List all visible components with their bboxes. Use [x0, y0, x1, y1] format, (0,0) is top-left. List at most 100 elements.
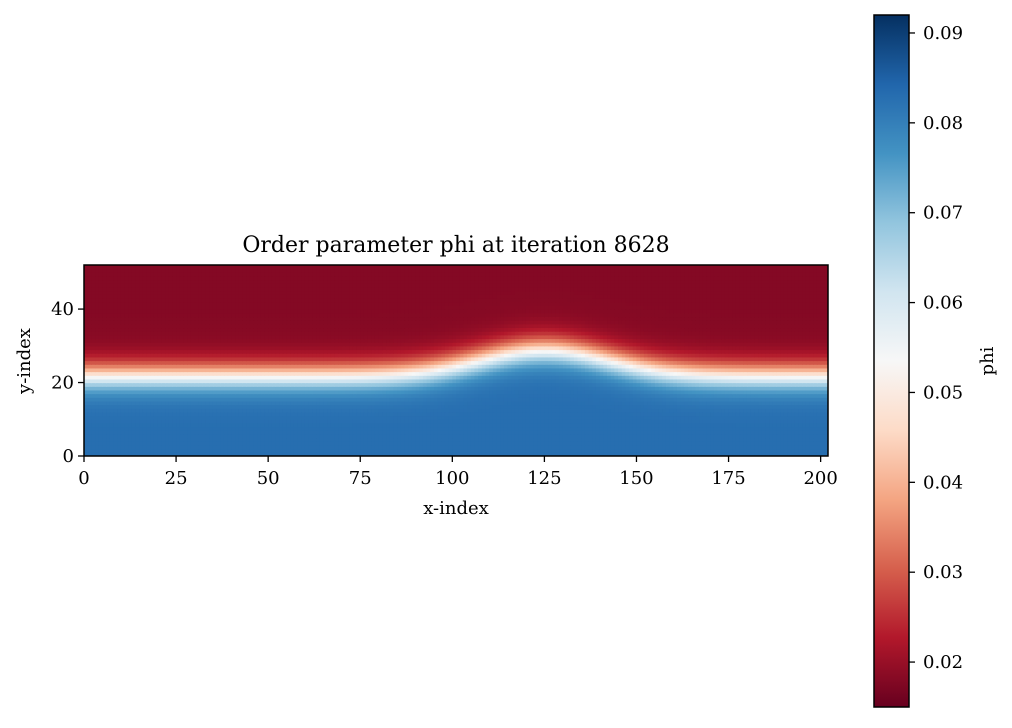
heatmap-cell	[500, 393, 505, 398]
heatmap-cell	[360, 378, 365, 384]
heatmap-cell	[676, 393, 682, 398]
heatmap-cell	[688, 404, 693, 409]
heatmap-cell	[308, 430, 313, 435]
heatmap-cell	[570, 378, 575, 384]
heatmap-cell	[95, 382, 100, 387]
heatmap-cell	[721, 367, 726, 373]
heatmap-cell	[481, 426, 487, 431]
heatmap-cell	[713, 389, 719, 395]
heatmap-cell	[489, 411, 494, 417]
heatmap-cell	[201, 378, 207, 384]
heatmap-cell	[710, 430, 715, 435]
heatmap-cell	[706, 375, 711, 380]
heatmap-cell	[673, 441, 678, 446]
heatmap-cell	[603, 397, 608, 402]
heatmap-cell	[503, 441, 509, 446]
heatmap-cell	[433, 448, 439, 453]
heatmap-cell	[802, 367, 807, 373]
heatmap-cell	[190, 411, 196, 417]
heatmap-cell	[783, 452, 789, 456]
heatmap-cell	[308, 400, 313, 406]
heatmap-cell	[614, 411, 619, 417]
heatmap-cell	[544, 411, 549, 417]
heatmap-cell	[91, 415, 96, 420]
heatmap-cell	[688, 444, 693, 450]
heatmap-cell	[809, 411, 814, 417]
heatmap-cell	[448, 422, 453, 428]
heatmap-cell	[444, 393, 450, 398]
heatmap-cell	[183, 382, 188, 387]
heatmap-cell	[629, 422, 634, 428]
heatmap-cell	[474, 437, 479, 442]
heatmap-cell	[246, 411, 251, 417]
heatmap-cell	[422, 367, 428, 373]
heatmap-cell	[629, 441, 634, 446]
heatmap-cell	[312, 415, 317, 420]
heatmap-cell	[724, 437, 730, 442]
heatmap-cell	[662, 386, 667, 391]
heatmap-cell	[161, 378, 166, 384]
heatmap-cell	[489, 430, 494, 435]
heatmap-cell	[415, 408, 420, 413]
heatmap-cell	[728, 393, 733, 398]
heatmap-cell	[750, 441, 755, 446]
heatmap-cell	[522, 441, 527, 446]
heatmap-cell	[165, 378, 170, 384]
heatmap-cell	[84, 415, 89, 420]
heatmap-cell	[330, 404, 336, 409]
heatmap-cell	[522, 426, 527, 431]
heatmap-cell	[492, 386, 498, 391]
heatmap-cell	[253, 419, 258, 424]
heatmap-cell	[640, 444, 645, 450]
heatmap-cell	[713, 437, 719, 442]
heatmap-cell	[805, 367, 811, 373]
heatmap-cell	[791, 441, 796, 446]
heatmap-cell	[205, 419, 210, 424]
heatmap-cell	[139, 375, 144, 380]
heatmap-cell	[87, 408, 92, 413]
heatmap-cell	[190, 371, 196, 376]
heatmap-cell	[135, 382, 140, 387]
heatmap-cell	[673, 367, 678, 373]
heatmap-cell	[595, 404, 601, 409]
heatmap-cell	[492, 444, 498, 450]
heatmap-cell	[699, 415, 704, 420]
heatmap-cell	[209, 371, 214, 376]
heatmap-cell	[338, 441, 343, 446]
heatmap-cell	[695, 419, 700, 424]
heatmap-cell	[772, 382, 778, 387]
heatmap-cell	[743, 444, 748, 450]
heatmap-cell	[95, 426, 100, 431]
heatmap-cell	[548, 367, 553, 373]
heatmap-cell	[187, 364, 192, 369]
heatmap-cell	[356, 393, 361, 398]
heatmap-cell	[426, 367, 431, 373]
heatmap-cell	[562, 419, 568, 424]
heatmap-cell	[212, 400, 218, 406]
heatmap-cell	[227, 389, 232, 395]
heatmap-cell	[179, 437, 185, 442]
heatmap-cell	[179, 382, 185, 387]
heatmap-cell	[157, 430, 162, 435]
heatmap-cell	[308, 364, 313, 369]
heatmap-cell	[595, 444, 601, 450]
heatmap-cell	[198, 433, 203, 439]
heatmap-cell	[268, 404, 273, 409]
heatmap-cell	[172, 400, 177, 406]
heatmap-cell	[467, 408, 472, 413]
heatmap-cell	[584, 408, 590, 413]
heatmap-cell	[776, 411, 781, 417]
heatmap-cell	[146, 411, 151, 417]
heatmap-cell	[367, 375, 372, 380]
heatmap-cell	[345, 389, 350, 395]
heatmap-cell	[374, 415, 380, 420]
heatmap-cell	[223, 367, 229, 373]
heatmap-cell	[728, 422, 733, 428]
heatmap-cell	[301, 375, 306, 380]
heatmap-cell	[227, 397, 232, 402]
heatmap-cell	[235, 430, 240, 435]
heatmap-cell	[198, 367, 203, 373]
heatmap-cell	[397, 430, 402, 435]
heatmap-cell	[798, 378, 803, 384]
heatmap-cell	[113, 389, 118, 395]
